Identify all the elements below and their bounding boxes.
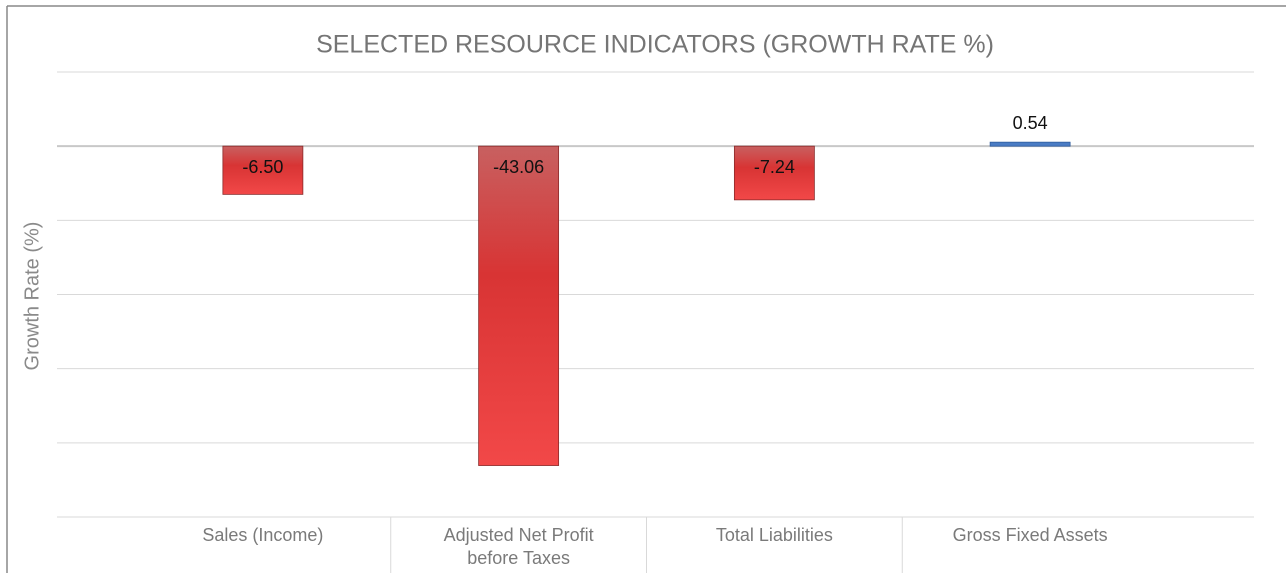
chart-title: SELECTED RESOURCE INDICATORS (GROWTH RAT… [316, 31, 994, 59]
x-tick-label: Gross Fixed Assets [953, 525, 1108, 545]
bar [989, 141, 1071, 147]
data-label: -43.06 [493, 157, 544, 177]
bar [733, 145, 815, 201]
x-tick-label: Adjusted Net Profit before Taxes [444, 525, 594, 568]
data-label: -7.24 [754, 157, 795, 177]
bar [222, 145, 304, 195]
x-tick-label: Total Liabilities [716, 525, 833, 545]
data-label: 0.54 [1013, 113, 1048, 133]
bar [478, 145, 560, 466]
y-axis-label: Growth Rate (%) [21, 222, 43, 371]
x-tick-label: Sales (Income) [202, 525, 323, 545]
data-label: -6.50 [242, 157, 283, 177]
